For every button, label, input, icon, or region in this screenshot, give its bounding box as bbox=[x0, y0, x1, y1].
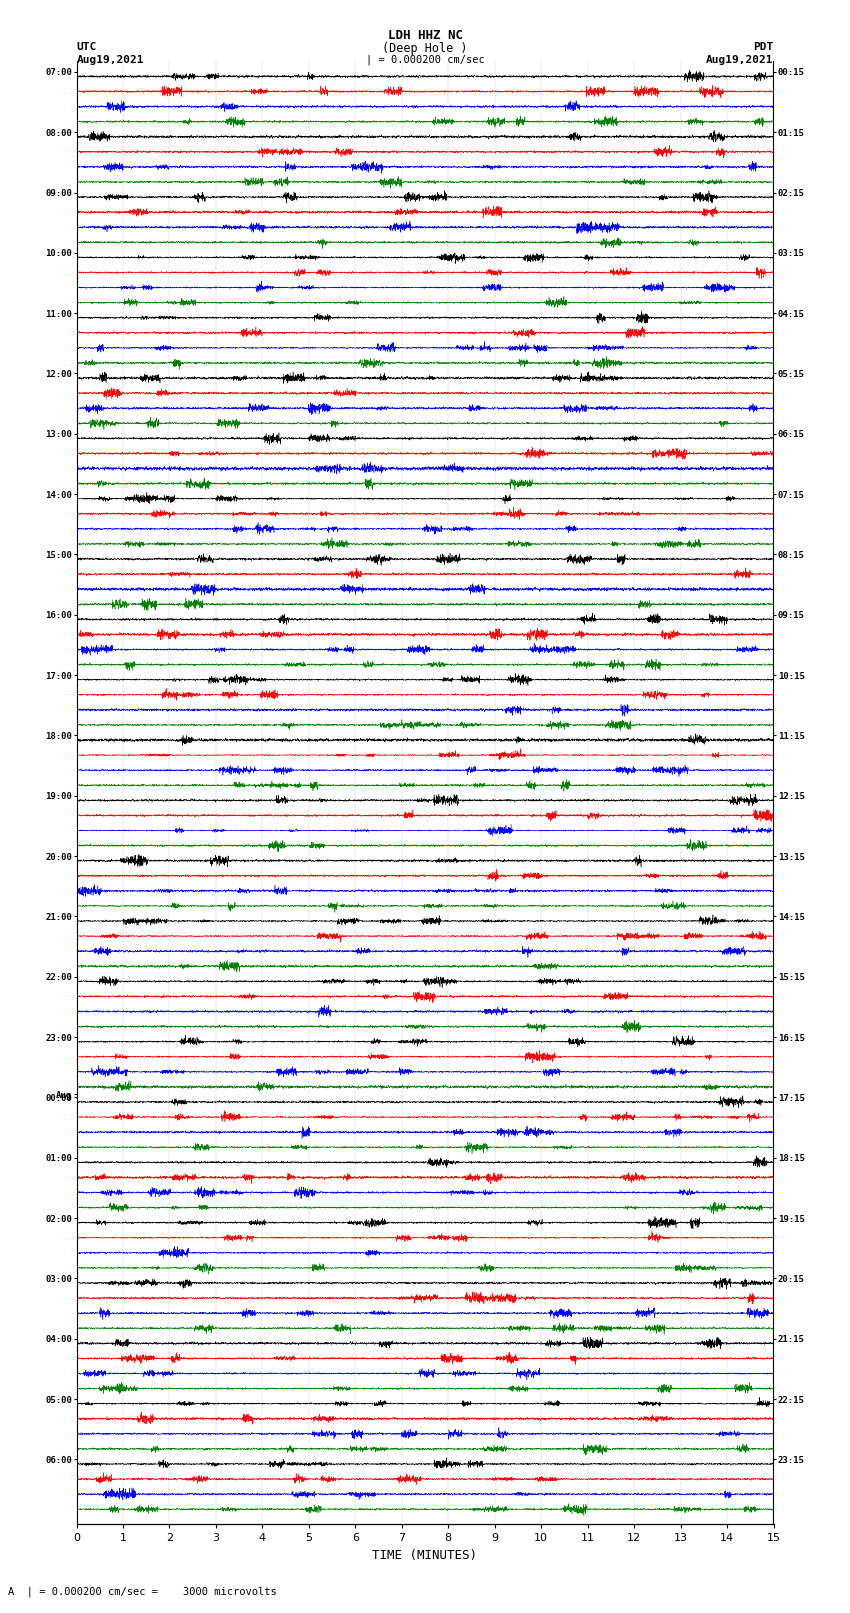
Text: Aug19,2021: Aug19,2021 bbox=[76, 55, 144, 65]
Text: UTC: UTC bbox=[76, 42, 97, 52]
Text: PDT: PDT bbox=[753, 42, 774, 52]
Text: LDH HHZ NC: LDH HHZ NC bbox=[388, 29, 462, 42]
Text: Aug19,2021: Aug19,2021 bbox=[706, 55, 774, 65]
X-axis label: TIME (MINUTES): TIME (MINUTES) bbox=[372, 1548, 478, 1561]
Text: (Deep Hole ): (Deep Hole ) bbox=[382, 42, 468, 55]
Text: A  | = 0.000200 cm/sec =    3000 microvolts: A | = 0.000200 cm/sec = 3000 microvolts bbox=[8, 1586, 277, 1597]
Text: | = 0.000200 cm/sec: | = 0.000200 cm/sec bbox=[366, 55, 484, 66]
